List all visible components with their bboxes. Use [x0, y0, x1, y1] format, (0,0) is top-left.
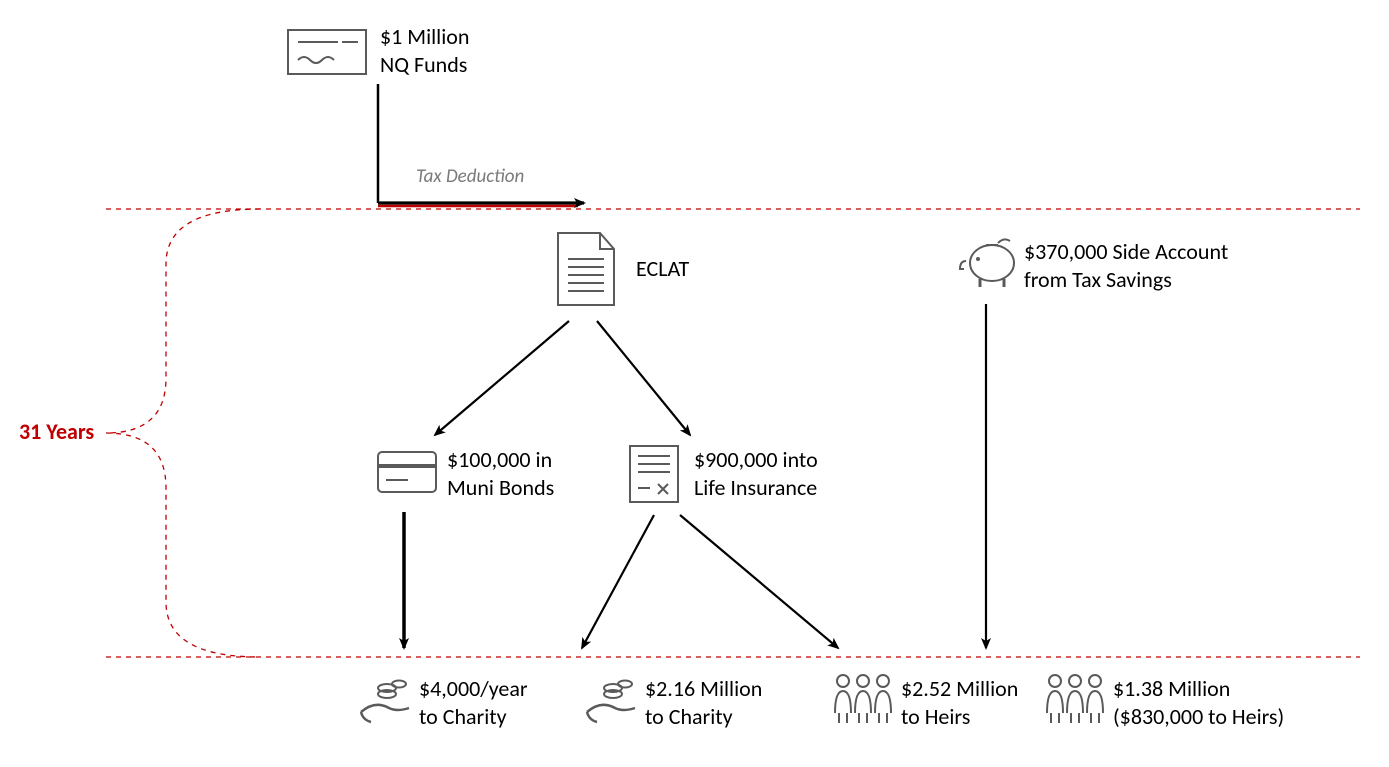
people-icon	[1047, 675, 1103, 723]
period-label: 31 Years	[19, 418, 94, 445]
heirs-line1: $2.52 Million	[901, 675, 1018, 702]
insurance-line1: $900,000 into	[694, 446, 818, 473]
start-label: $1 Million NQ Funds	[380, 23, 469, 78]
charity-small-line1: $4,000/year	[419, 675, 528, 702]
charity-small-line2: to Charity	[419, 703, 507, 730]
side-out-line2: ($830,000 to Heirs)	[1113, 703, 1284, 730]
side-account-label: $370,000 Side Account from Tax Savings	[1024, 238, 1228, 293]
form-icon	[630, 446, 678, 502]
check-icon	[288, 30, 366, 74]
charity-small-label: $4,000/year to Charity	[419, 675, 528, 730]
heirs-line2: to Heirs	[901, 703, 970, 730]
hand-coins-icon	[361, 681, 409, 723]
side-account-line1: $370,000 Side Account	[1024, 238, 1228, 265]
charity-large-label: $2.16 Million to Charity	[645, 675, 762, 730]
charity-large-line1: $2.16 Million	[645, 675, 762, 702]
hand-coins-icon	[587, 681, 635, 723]
tax-deduction-label: Tax Deduction	[416, 165, 524, 188]
start-line1: $1 Million	[380, 23, 469, 50]
side-account-line2: from Tax Savings	[1024, 266, 1172, 293]
diagram-canvas	[0, 0, 1389, 767]
side-out-line1: $1.38 Million	[1113, 675, 1230, 702]
start-line2: NQ Funds	[380, 51, 467, 78]
document-icon	[558, 233, 614, 305]
piggy-bank-icon	[960, 239, 1014, 287]
side-out-label: $1.38 Million ($830,000 to Heirs)	[1113, 675, 1284, 730]
heirs-label: $2.52 Million to Heirs	[901, 675, 1018, 730]
card-icon	[378, 452, 436, 492]
charity-large-line2: to Charity	[645, 703, 733, 730]
muni-line1: $100,000 in	[447, 446, 552, 473]
insurance-label: $900,000 into Life Insurance	[694, 446, 818, 501]
muni-label: $100,000 in Muni Bonds	[447, 446, 554, 501]
muni-line2: Muni Bonds	[447, 474, 554, 501]
eclat-label: ECLAT	[636, 255, 689, 283]
insurance-line2: Life Insurance	[694, 474, 817, 501]
people-icon	[835, 675, 891, 723]
